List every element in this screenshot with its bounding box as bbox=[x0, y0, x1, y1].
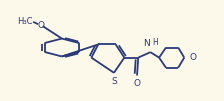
Text: O: O bbox=[189, 53, 196, 62]
Text: S: S bbox=[111, 77, 117, 86]
Text: N: N bbox=[143, 39, 150, 48]
Text: O: O bbox=[134, 79, 140, 88]
Text: H: H bbox=[152, 38, 157, 47]
Text: O: O bbox=[38, 21, 45, 30]
Text: H₃C: H₃C bbox=[17, 17, 32, 26]
